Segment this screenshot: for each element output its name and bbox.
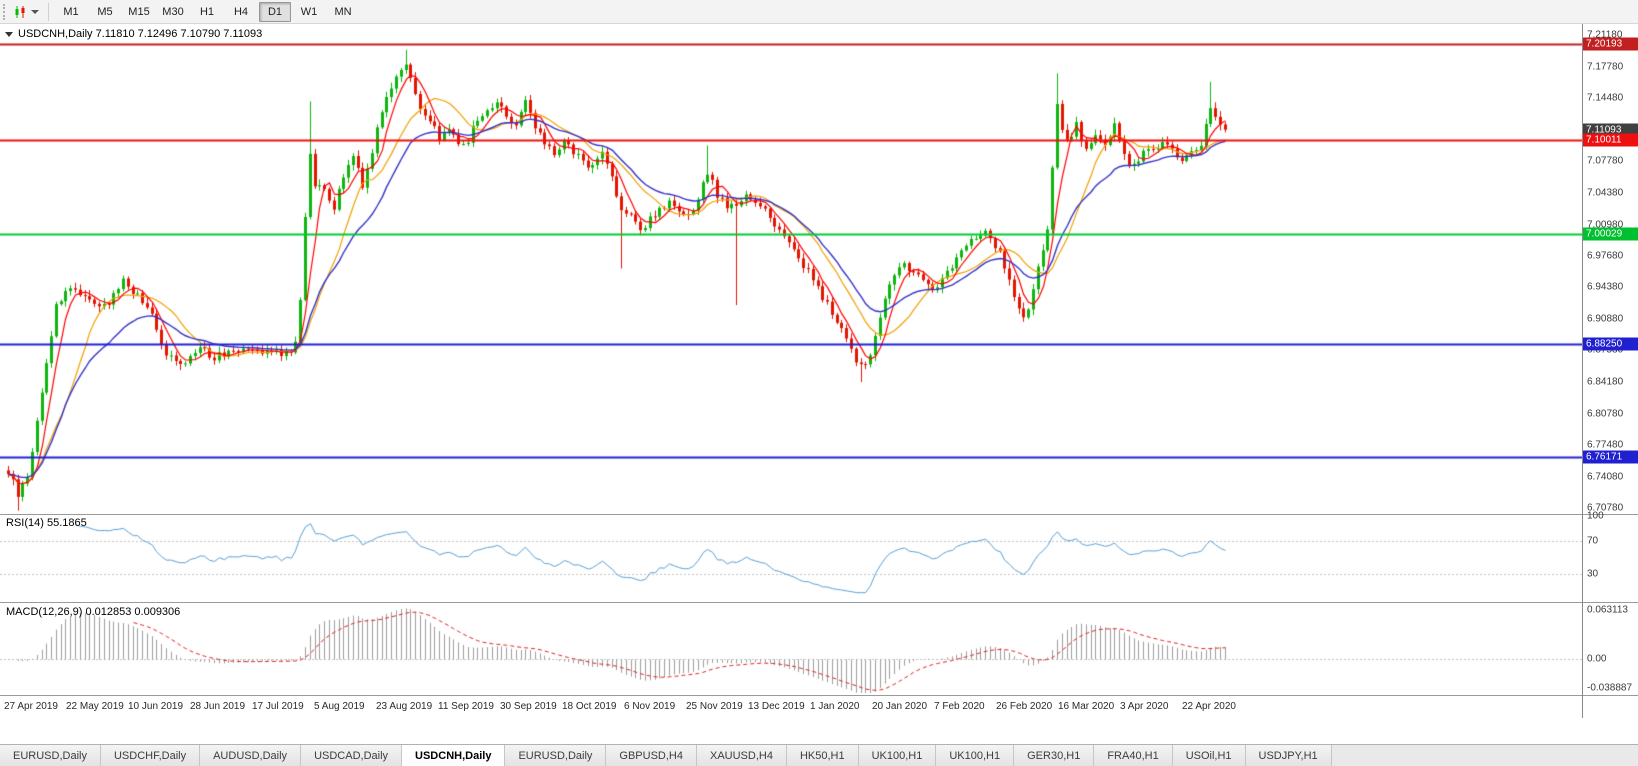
panel-divider-macd-dates [0,695,1638,696]
date-tick: 30 Sep 2019 [500,701,557,712]
dropdown-caret-icon[interactable] [31,9,39,14]
date-tick: 17 Jul 2019 [252,701,304,712]
price-level-label: 7.20193 [1583,37,1638,51]
date-tick: 3 Apr 2020 [1120,701,1169,712]
chart-tab[interactable]: USDCHF,Daily [100,745,201,766]
chart-title-text: USDCNH,Daily 7.11810 7.12496 7.10790 7.1… [18,28,263,40]
date-tick: 10 Jun 2019 [128,701,184,712]
macd-indicator-label: MACD(12,26,9) 0.012853 0.009306 [6,606,181,618]
rsi-level-tick: 30 [1587,568,1599,580]
date-tick: 7 Feb 2020 [934,701,985,712]
timeframe-button-m15[interactable]: M15 [128,5,150,18]
rsi-indicator-label: RSI(14) 55.1865 [6,517,87,529]
candlestick-chart-icon[interactable] [12,3,30,21]
date-tick: 23 Aug 2019 [376,701,433,712]
chart-tab[interactable]: XAUUSD,H4 [696,745,787,766]
price-tick: 7.00980 [1587,219,1624,231]
chart-tab[interactable]: AUDUSD,Daily [200,745,302,766]
price-axis-separator [1582,24,1583,718]
price-tick: 7.21180 [1587,29,1623,41]
timeframe-button-mn[interactable]: MN [334,5,352,18]
timeframe-toolbar: M1 M5 M15 M30 H1 H4 D1 W1 MN [0,0,1638,24]
macd-axis-tick: 0.063113 [1587,604,1628,616]
timeframe-buttons: M1 M5 M15 M30 H1 H4 D1 W1 MN [54,1,360,22]
price-tick: 6.90880 [1587,313,1624,325]
date-tick: 22 Apr 2020 [1182,701,1236,712]
date-tick: 20 Jan 2020 [872,701,928,712]
price-level-label: 6.88250 [1583,337,1638,351]
price-tick: 6.97680 [1587,250,1624,262]
chart-tab[interactable]: HK50,H1 [786,745,859,766]
date-tick: 16 Mar 2020 [1058,701,1115,712]
price-tick: 7.04380 [1587,187,1624,199]
date-tick: 22 May 2019 [66,701,124,712]
rsi-level-tick: 100 [1587,510,1604,522]
chart-tab[interactable]: USDCNH,Daily [402,745,506,766]
date-tick: 5 Aug 2019 [314,701,365,712]
timeframe-button-h4[interactable]: H4 [233,5,249,18]
timeframe-button-h1[interactable]: H1 [199,5,215,18]
toolbar-grip[interactable] [3,3,8,20]
chart-tab[interactable]: EURUSD,Daily [0,745,101,766]
toolbar-separator [48,2,49,21]
macd-axis-tick: 0.00 [1587,653,1607,665]
price-level-label: 7.10011 [1583,133,1638,147]
collapse-arrow-icon[interactable] [5,31,13,37]
date-tick: 28 Jun 2019 [190,701,246,712]
timeframe-button-w1[interactable]: W1 [300,5,318,18]
chart-tab-bar: EURUSD,Daily USDCHF,Daily AUDUSD,Daily USDC… [0,744,1638,766]
macd-axis-tick: -0.038887 [1587,682,1633,694]
date-tick: 6 Nov 2019 [624,701,676,712]
price-tick: 6.80780 [1587,408,1624,420]
chart-tab[interactable]: GER30,H1 [1014,745,1095,766]
chart-tab[interactable]: GBPUSD,H4 [606,745,697,766]
rsi-level-tick: 70 [1587,535,1599,547]
date-tick: 18 Oct 2019 [562,701,617,712]
price-axis[interactable]: 7.21180 7.17780 7.14480 7.07780 7.04380 7.009… [1583,24,1638,718]
date-tick: 11 Sep 2019 [438,701,494,712]
date-axis[interactable]: 27 Apr 2019 22 May 2019 10 Jun 2019 28 Jun … [0,700,1582,716]
price-level-label: 7.00029 [1583,227,1638,240]
chart-tab[interactable]: UK100,H1 [936,745,1015,766]
price-tick: 6.77480 [1587,439,1624,451]
date-tick: 26 Feb 2020 [996,701,1053,712]
timeframe-button-m5[interactable]: M5 [97,5,113,18]
date-tick: 25 Nov 2019 [686,701,743,712]
panel-divider-main-rsi[interactable] [0,514,1638,515]
chart-tab[interactable]: USOil,H1 [1172,745,1246,766]
chart-tab[interactable]: FRA40,H1 [1094,745,1173,766]
date-tick: 1 Jan 2020 [810,701,860,712]
price-tick: 7.14480 [1587,92,1624,104]
price-level-label: 6.76171 [1583,450,1638,464]
price-tick: 6.84180 [1587,376,1624,388]
timeframe-button-m1[interactable]: M1 [63,5,79,18]
price-tick: 7.17780 [1587,61,1624,73]
date-tick: 13 Dec 2019 [748,701,805,712]
price-tick: 6.70780 [1587,502,1624,514]
date-tick: 27 Apr 2019 [4,701,58,712]
price-tick: 6.94380 [1587,281,1624,293]
chart-tab[interactable]: UK100,H1 [858,745,937,766]
price-tick: 7.07780 [1587,155,1624,167]
timeframe-button-m30[interactable]: M30 [162,5,184,18]
panel-divider-rsi-macd[interactable] [0,602,1638,603]
chart-window: USDCNH,Daily 7.11810 7.12496 7.10790 7.1… [0,24,1638,744]
price-tick: 6.74080 [1587,471,1624,483]
chart-tab[interactable]: USDJPY,H1 [1245,745,1332,766]
chart-title-overlay: USDCNH,Daily 7.11810 7.12496 7.10790 7.1… [5,28,262,40]
chart-tab[interactable]: USDCAD,Daily [301,745,403,766]
price-level-label: 7.11093 [1583,123,1638,137]
timeframe-button-d1[interactable]: D1 [259,1,291,22]
price-chart-canvas[interactable] [0,24,1582,718]
chart-tab[interactable]: EURUSD,Daily [505,745,607,766]
